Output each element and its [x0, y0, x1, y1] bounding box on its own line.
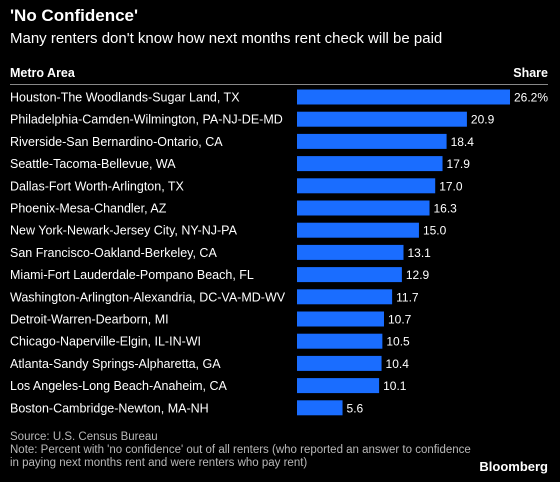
category-label: Phoenix-Mesa-Chandler, AZ [10, 202, 167, 216]
value-label: 15.0 [423, 224, 447, 238]
bar [297, 156, 443, 172]
bar [297, 222, 419, 238]
bar [297, 289, 393, 305]
value-label: 17.9 [447, 157, 471, 171]
column-header-metro-area: Metro Area [10, 66, 75, 80]
category-label: Los Angeles-Long Beach-Anaheim, CA [10, 379, 227, 393]
value-label: 10.4 [386, 357, 410, 371]
bar [297, 311, 384, 327]
bar [297, 244, 404, 260]
bar [297, 333, 383, 349]
value-label: 16.3 [434, 202, 458, 216]
value-label: 12.9 [406, 268, 430, 282]
category-label: Philadelphia-Camden-Wilmington, PA-NJ-DE… [10, 113, 283, 127]
value-label: 11.7 [396, 290, 419, 304]
value-label: 18.4 [451, 135, 475, 149]
category-label: San Francisco-Oakland-Berkeley, CA [10, 246, 217, 260]
chart-footnote: Source: U.S. Census Bureau Note: Percent… [10, 431, 480, 470]
methodology-note: Note: Percent with 'no confidence' out o… [10, 444, 471, 469]
value-label: 5.6 [347, 401, 364, 415]
category-label: Houston-The Woodlands-Sugar Land, TX [10, 91, 240, 105]
bar [297, 133, 447, 149]
bar [297, 178, 436, 194]
bar [297, 200, 430, 216]
category-label: Riverside-San Bernardino-Ontario, CA [10, 135, 223, 149]
bar [297, 400, 343, 416]
header-divider [10, 84, 548, 85]
category-label: Seattle-Tacoma-Bellevue, WA [10, 157, 176, 171]
category-label: Chicago-Naperville-Elgin, IL-IN-WI [10, 335, 201, 349]
bar-chart: Houston-The Woodlands-Sugar Land, TX 26.2… [10, 89, 548, 416]
category-label: Atlanta-Sandy Springs-Alpharetta, GA [10, 357, 221, 371]
category-label: Boston-Cambridge-Newton, MA-NH [10, 401, 209, 415]
category-label: Detroit-Warren-Dearborn, MI [10, 313, 169, 327]
category-label: Dallas-Fort Worth-Arlington, TX [10, 179, 185, 193]
bar [297, 355, 382, 371]
value-label: 20.9 [471, 113, 495, 127]
value-label: 10.5 [386, 335, 410, 349]
chart-subtitle: Many renters don't know how next months … [10, 30, 443, 47]
value-label: 10.7 [388, 313, 412, 327]
category-label: Miami-Fort Lauderdale-Pompano Beach, FL [10, 268, 254, 282]
value-label: 26.2% [514, 91, 548, 105]
source-note: Source: U.S. Census Bureau [10, 431, 158, 443]
bar [297, 89, 510, 105]
value-label: 10.1 [383, 379, 407, 393]
value-label: 17.0 [439, 179, 463, 193]
column-header-share: Share [513, 66, 548, 80]
chart-title: 'No Confidence' [10, 6, 139, 25]
bar [297, 378, 380, 394]
category-label: Washington-Arlington-Alexandria, DC-VA-M… [10, 290, 286, 304]
value-label: 13.1 [408, 246, 432, 260]
category-label: New York-Newark-Jersey City, NY-NJ-PA [10, 224, 238, 238]
bloomberg-logo: Bloomberg [479, 459, 548, 474]
bar [297, 267, 402, 283]
bar [297, 111, 467, 127]
